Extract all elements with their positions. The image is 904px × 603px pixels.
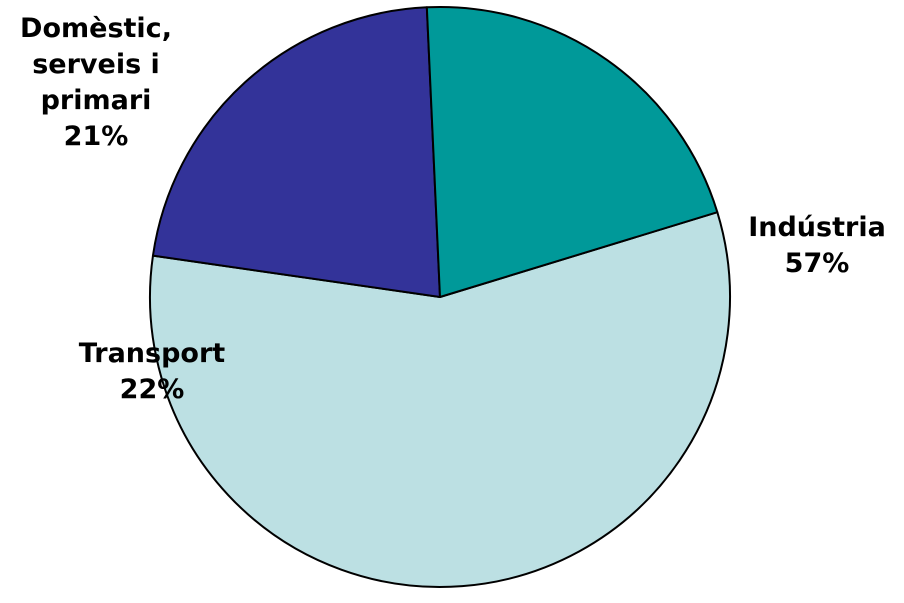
- pie-slices: [148, 6, 731, 588]
- pie-slice-2: [151, 6, 441, 298]
- pie-slice-label-line: 21%: [64, 121, 129, 152]
- pie-slice-label-line: serveis i: [32, 49, 160, 80]
- pie-slice-label-2: Transport 22%: [79, 338, 225, 405]
- pie-slice-label-line: Domèstic,: [20, 13, 172, 44]
- pie-slice-label-line: Indústria: [748, 212, 886, 243]
- pie-slice-1: [148, 211, 731, 588]
- pie-slice-label-3: Domèstic, serveis i primari 21%: [20, 13, 172, 152]
- pie-slice-label-line: primari: [41, 85, 152, 116]
- pie-slice-label-line: Transport: [79, 338, 225, 369]
- pie-slice-label-1: Indústria 57%: [748, 212, 886, 279]
- pie-slice-3: [425, 6, 719, 298]
- pie-slice-label-line: 57%: [785, 248, 850, 279]
- pie-slice-label-line: 22%: [120, 374, 185, 405]
- pie-labels: Indústria 57% Transport 22% Domèstic, serveis…: [20, 13, 886, 405]
